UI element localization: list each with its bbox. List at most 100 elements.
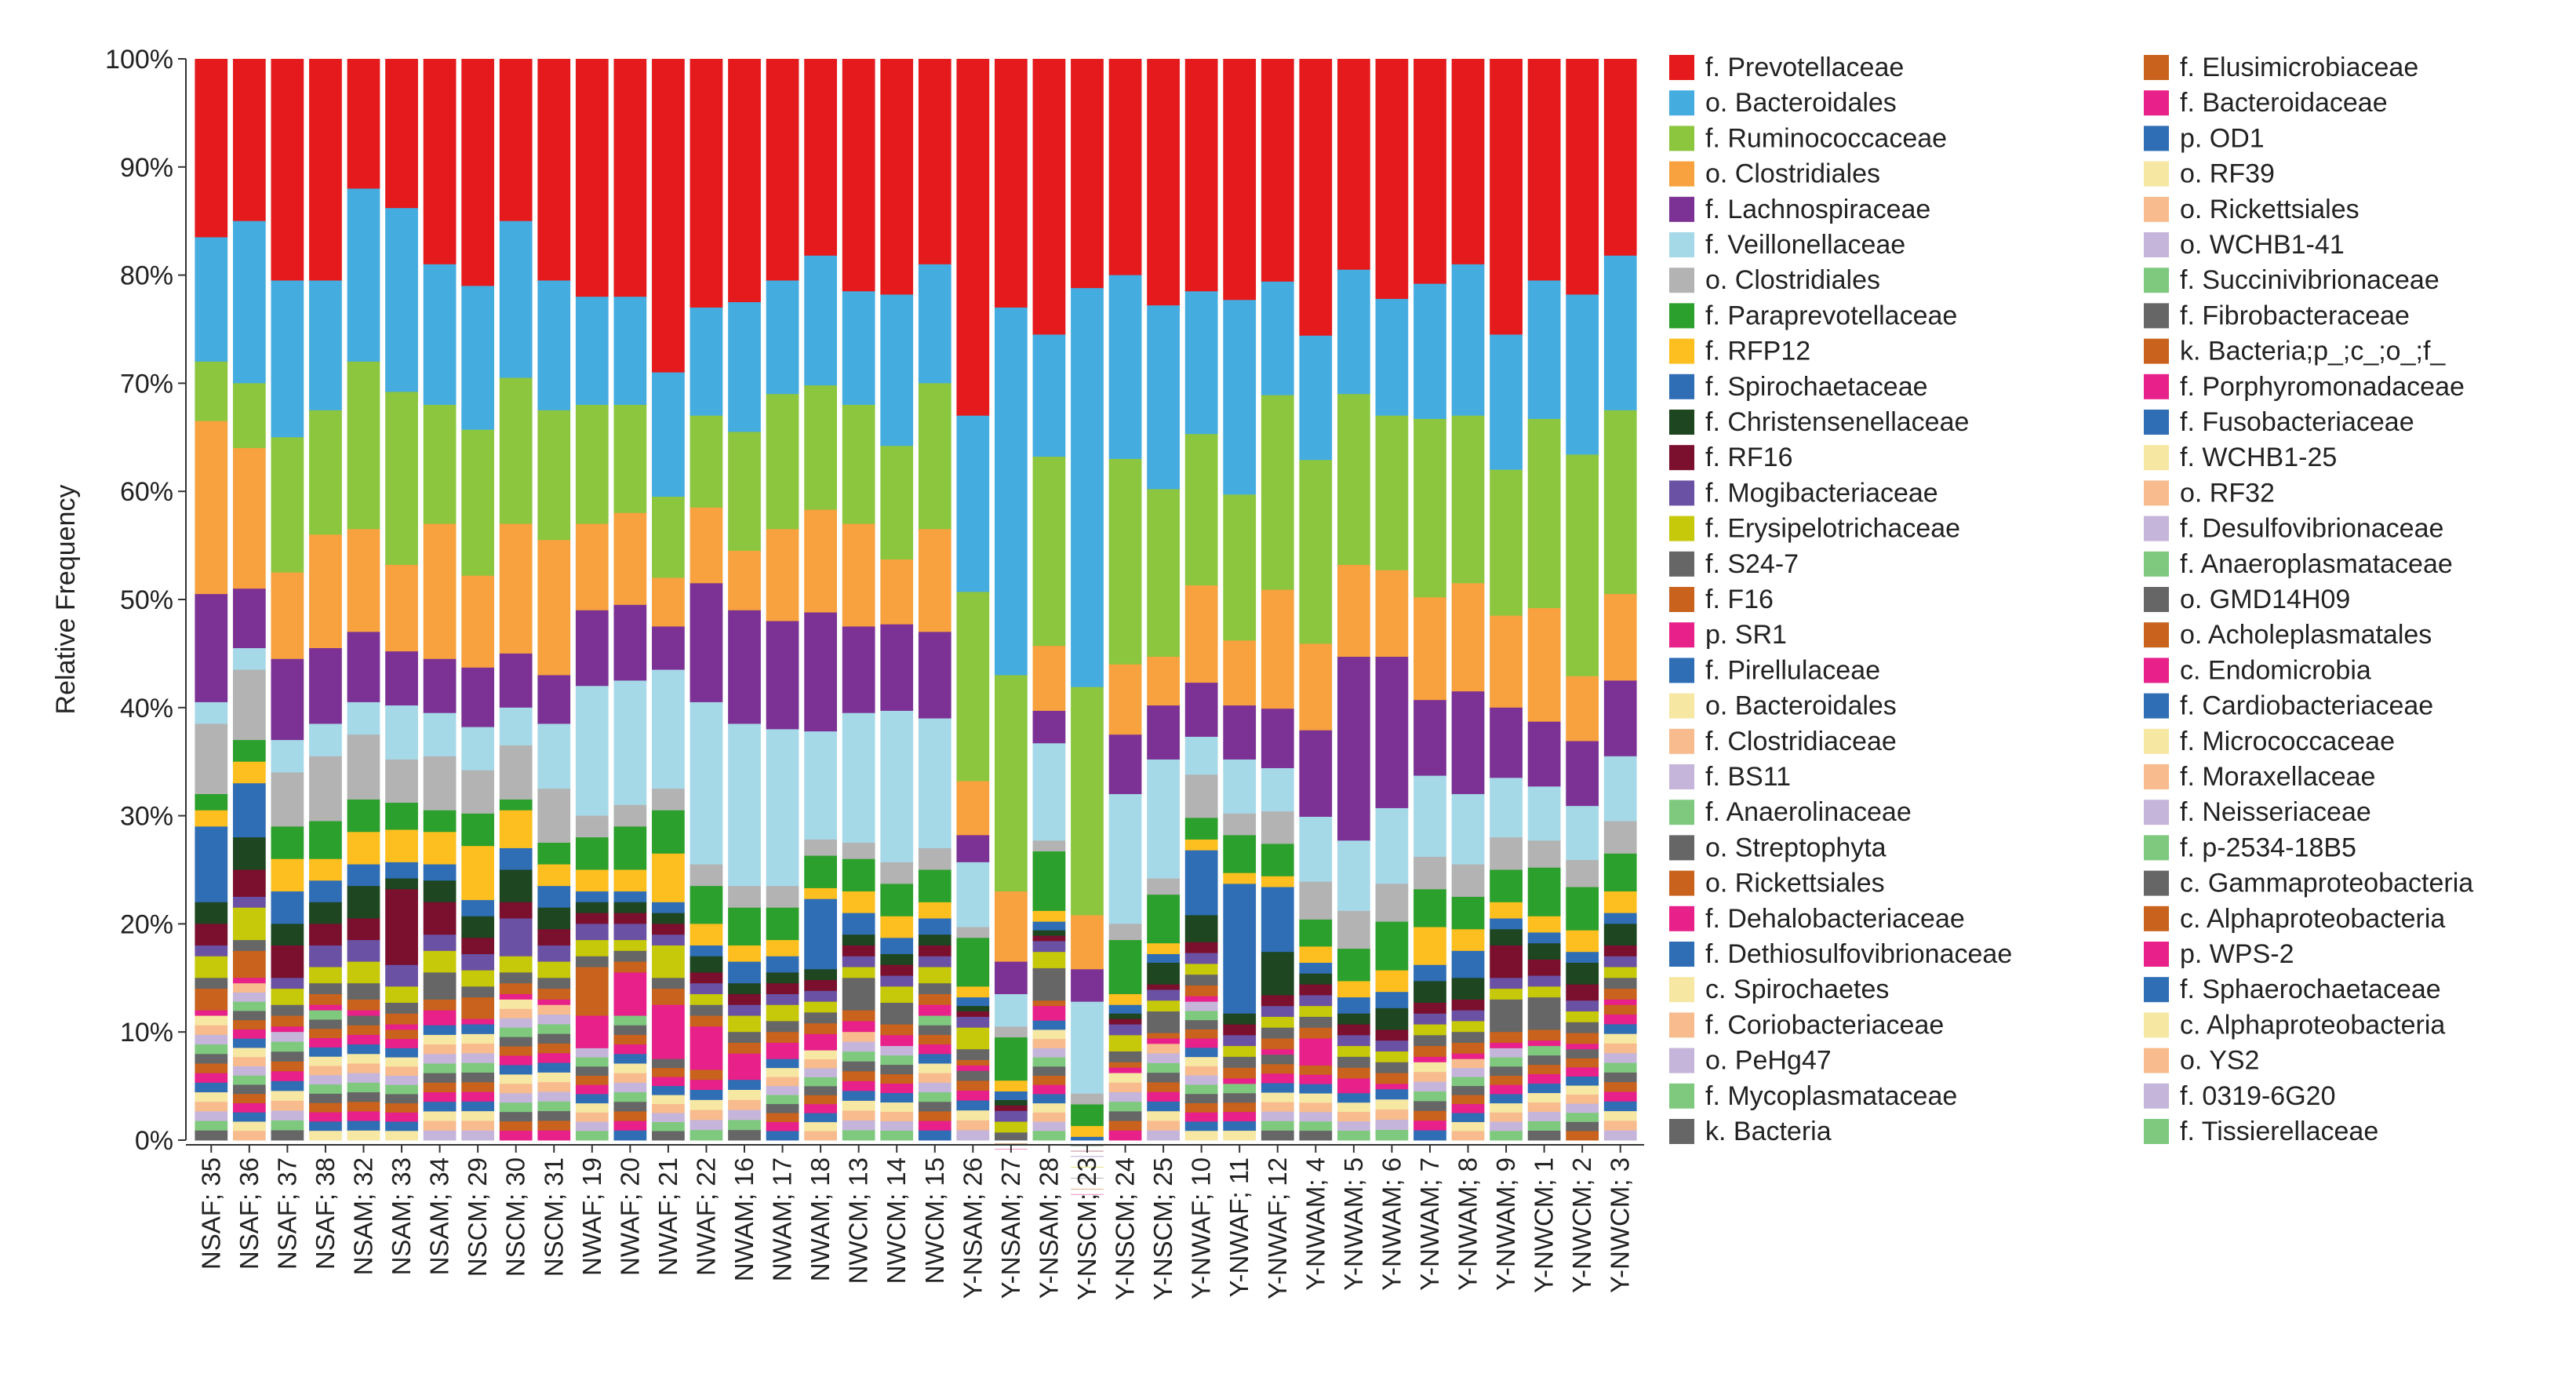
segment-f-veillonellaceae bbox=[1299, 816, 1333, 883]
segment-f-veillonellaceae bbox=[1375, 807, 1409, 884]
segment-minor-taxa bbox=[271, 1080, 304, 1091]
segment-f-veillonellaceae bbox=[956, 862, 990, 928]
segment-o-bacteroidales bbox=[1566, 294, 1599, 455]
segment-f-erysipelotrichaceae bbox=[689, 993, 723, 1006]
segment-p-sr1 bbox=[575, 1015, 609, 1049]
segment-o-bacteroidales bbox=[728, 302, 761, 432]
segment-f-mogibacteriaceae bbox=[956, 1016, 990, 1029]
segment-minor-taxa bbox=[1223, 1084, 1257, 1094]
segment-minor-taxa bbox=[461, 1111, 495, 1121]
segment-minor-taxa bbox=[1451, 1068, 1485, 1078]
segment-f-veillonellaceae bbox=[461, 727, 495, 771]
segment-p-sr1 bbox=[1375, 1084, 1409, 1090]
segment-o-bacteroidales bbox=[385, 208, 418, 392]
segment-f-rf16 bbox=[1490, 945, 1523, 978]
bar-nwam-16 bbox=[728, 59, 761, 1141]
segment-p-sr1 bbox=[880, 1035, 914, 1047]
segment-minor-taxa bbox=[766, 1077, 799, 1087]
legend-entry: f. Tissierellaceae bbox=[2144, 1117, 2378, 1146]
segment-minor-taxa bbox=[1184, 1094, 1218, 1104]
legend-swatch bbox=[1669, 161, 1694, 187]
segment-f-ruminococcaceae bbox=[1261, 395, 1294, 591]
bar-nwaf-21 bbox=[652, 59, 685, 1141]
segment-f-veillonellaceae bbox=[995, 993, 1028, 1027]
segment-f-veillonellaceae bbox=[1032, 743, 1066, 841]
segment-f-s24-7 bbox=[309, 983, 342, 995]
legend-swatch bbox=[1669, 870, 1694, 896]
legend-swatch bbox=[2144, 1048, 2169, 1073]
legend-entry: f. Porphyromonadaceae bbox=[2144, 372, 2465, 402]
segment-o-bacteroidales bbox=[423, 264, 457, 406]
legend-entry: f. RF16 bbox=[1669, 443, 1792, 472]
segment-f-veillonellaceae bbox=[347, 701, 380, 735]
segment-o-bacteroidales bbox=[880, 294, 914, 446]
segment-f-erysipelotrichaceae bbox=[1603, 967, 1637, 978]
legend-label: f. Anaeroplasmataceae bbox=[2180, 549, 2453, 579]
segment-f-rfp12 bbox=[195, 810, 228, 827]
segment-f-mogibacteriaceae bbox=[1108, 1024, 1142, 1036]
legend-label: f. Bacteroidaceae bbox=[2180, 88, 2388, 118]
segment-minor-taxa bbox=[1375, 1089, 1409, 1100]
segment-f-veillonellaceae bbox=[232, 648, 266, 671]
segment-o-clostridiales bbox=[880, 559, 914, 625]
segment-minor-taxa bbox=[461, 1120, 495, 1131]
segment-f-christensenellaceae bbox=[766, 972, 799, 984]
legend-label: o. Bacteroidales bbox=[1705, 691, 1897, 721]
legend-label: c. Endomicrobia bbox=[2180, 655, 2371, 685]
segment-minor-taxa bbox=[385, 1103, 418, 1113]
segment-f-lachnospiraceae bbox=[1451, 691, 1485, 795]
segment-minor-taxa bbox=[689, 1080, 723, 1091]
legend-swatch bbox=[2144, 161, 2169, 187]
segment-f-ruminococcaceae bbox=[1375, 415, 1409, 571]
segment-minor-taxa bbox=[1490, 1057, 1523, 1067]
legend-swatch bbox=[2144, 338, 2169, 364]
x-tick-label: Y-NWAF; 11 bbox=[1224, 1157, 1253, 1298]
legend-label: p. OD1 bbox=[2180, 123, 2265, 153]
segment-minor-taxa bbox=[385, 1039, 418, 1049]
segment-f-mogibacteriaceae bbox=[347, 940, 380, 963]
segment-f-spirochaetaceae bbox=[689, 945, 723, 957]
segment-f-rf16 bbox=[995, 1105, 1028, 1112]
segment-f-veillonellaceae bbox=[499, 707, 533, 746]
legend-entry: o. Bacteroidales bbox=[1669, 691, 1897, 721]
legend-label: o. Acholeplasmatales bbox=[2180, 620, 2432, 650]
segment-o-bacteroidales bbox=[652, 372, 685, 497]
segment-minor-taxa bbox=[461, 1033, 495, 1044]
segment-minor-taxa bbox=[1603, 1082, 1637, 1092]
segment-f-ruminococcaceae bbox=[309, 410, 342, 535]
segment-f-f16 bbox=[423, 999, 457, 1011]
segment-f-erysipelotrichaceae bbox=[804, 1001, 837, 1013]
segment-f-ruminococcaceae bbox=[232, 383, 266, 449]
segment-f-ruminococcaceae bbox=[1299, 460, 1333, 644]
legend-entry: f. Dethiosulfovibrionaceae bbox=[1669, 939, 2012, 969]
legend-label: o. Clostridiales bbox=[1705, 265, 1880, 295]
segment-minor-taxa bbox=[1566, 1095, 1599, 1105]
legend-label: f. Coriobacteriaceae bbox=[1705, 1010, 1944, 1040]
segment-f-christensenellaceae bbox=[1147, 963, 1180, 986]
segment-f-f16 bbox=[652, 989, 685, 1006]
segment-minor-taxa bbox=[385, 1057, 418, 1067]
segment-f-prevotellaceae bbox=[1261, 59, 1294, 282]
segment-minor-taxa bbox=[1261, 1073, 1294, 1084]
segment-minor-taxa bbox=[499, 1037, 533, 1048]
segment-minor-taxa bbox=[575, 1103, 609, 1113]
segment-minor-taxa bbox=[1337, 1131, 1370, 1141]
segment-f-f16 bbox=[575, 967, 609, 1017]
segment-minor-taxa bbox=[195, 1054, 228, 1064]
segment-f-rf16 bbox=[1147, 984, 1180, 990]
segment-f-rf16 bbox=[1261, 995, 1294, 1007]
segment-minor-taxa bbox=[1147, 1062, 1180, 1073]
segment-o-clostridiales bbox=[842, 523, 875, 627]
segment-f-veillonellaceae bbox=[271, 740, 304, 773]
segment-p-sr1 bbox=[652, 1004, 685, 1060]
bar-y-nsam-28 bbox=[1032, 59, 1066, 1141]
segment-minor-taxa bbox=[385, 1121, 418, 1131]
segment-minor-taxa bbox=[652, 1068, 685, 1078]
segment-minor-taxa bbox=[499, 1084, 533, 1094]
segment-f-rfp12 bbox=[499, 810, 533, 849]
segment-o-clostridiales bbox=[195, 723, 228, 795]
legend-swatch bbox=[1669, 835, 1694, 861]
legend-label: f. F16 bbox=[1705, 585, 1774, 614]
legend-swatch bbox=[1669, 480, 1694, 506]
segment-p-sr1 bbox=[423, 1010, 457, 1017]
